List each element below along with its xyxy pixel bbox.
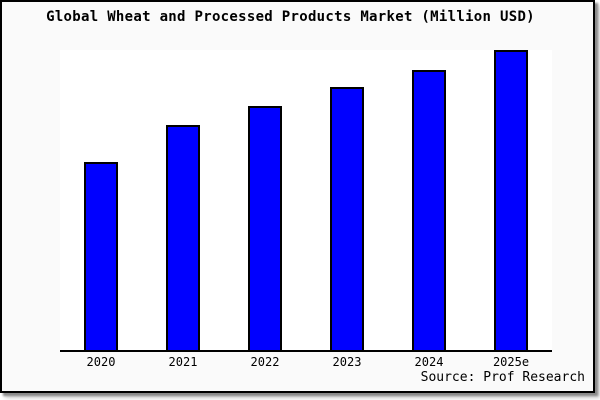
bar-2021 [166, 125, 200, 350]
x-tick-label-2022: 2022 [250, 355, 280, 369]
bar-2020 [84, 162, 118, 350]
chart-frame: Global Wheat and Processed Products Mark… [0, 0, 595, 393]
x-tick-label-2024: 2024 [414, 355, 444, 369]
chart-title: Global Wheat and Processed Products Mark… [46, 9, 535, 25]
bar-2024 [412, 70, 446, 350]
bar-2023 [330, 87, 364, 350]
x-tick-label-2023: 2023 [332, 355, 362, 369]
bar-2022 [248, 106, 282, 350]
plot-area: 2020 2021 2022 2023 2024 2025e [60, 50, 552, 369]
bar-2025e [494, 50, 528, 350]
x-tick-label-2025e: 2025e [492, 355, 530, 369]
source-credit: Source: Prof Research [420, 370, 585, 385]
x-tick-label-2020: 2020 [86, 355, 116, 369]
x-tick-label-2021: 2021 [168, 355, 198, 369]
